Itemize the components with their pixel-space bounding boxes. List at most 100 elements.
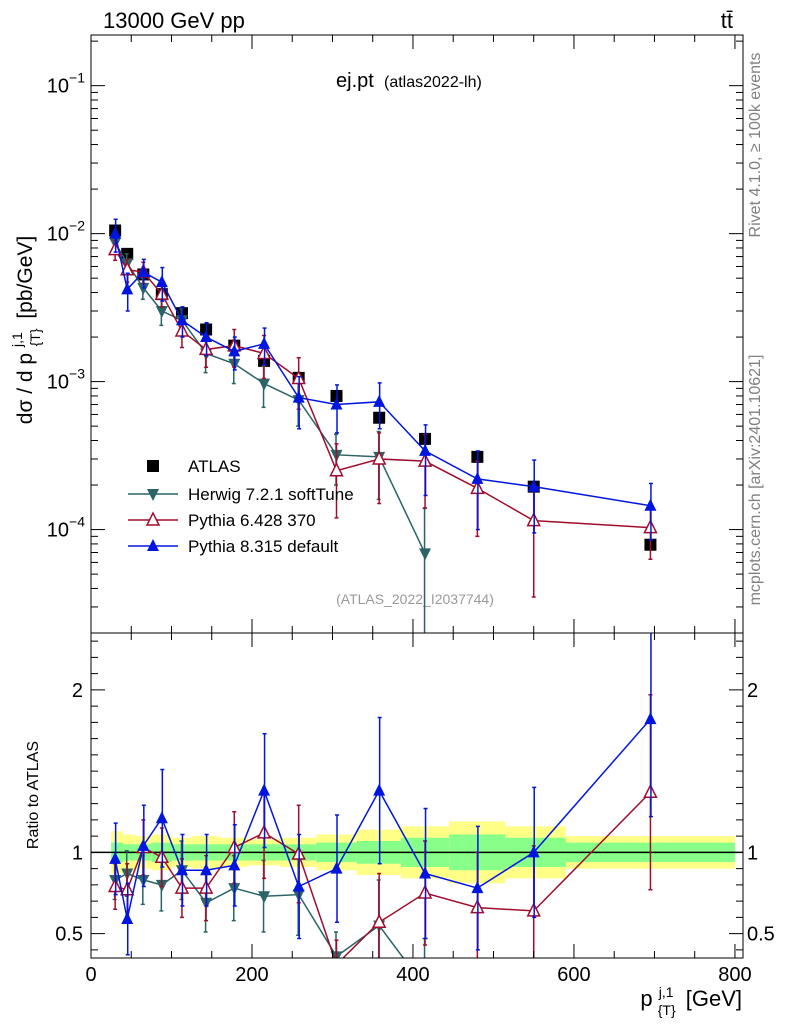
data-point <box>371 450 387 465</box>
y-axis-label-main: dσ / d p <box>14 353 37 424</box>
data-point <box>155 275 168 288</box>
legend-label: Pythia 6.428 370 <box>188 511 316 530</box>
y-tick-label: 10−3 <box>47 366 85 394</box>
ratio-point <box>292 879 305 892</box>
data-point <box>373 394 386 407</box>
data-point <box>258 378 271 391</box>
y-tick-label: 10−1 <box>47 70 85 98</box>
ratio-point <box>371 913 387 928</box>
ratio-point <box>175 863 188 876</box>
data-point <box>109 226 122 239</box>
data-point <box>644 498 657 511</box>
data-point <box>527 479 540 492</box>
y-axis-label-sup: j,1 <box>9 332 25 348</box>
ratio-y-tick-label: 0.5 <box>55 924 83 946</box>
ratio-point <box>258 783 271 796</box>
ratio-axes: 0.5 0.5 1 1 2 2 0 200 400 600 800 <box>55 632 775 986</box>
series-pythia-8-315-default <box>109 218 657 541</box>
ratio-y-tick-label-right: 2 <box>747 680 758 702</box>
data-point <box>175 313 188 326</box>
ratio-plot-panel: 0.5 0.5 1 1 2 2 0 200 400 600 800 Ratio to ATLAS p… <box>25 632 775 1020</box>
ratio-y-tick-label: 1 <box>72 842 83 864</box>
x-tick-label: 800 <box>718 964 751 986</box>
ratio-series-group <box>107 633 658 958</box>
ratio-point <box>109 851 122 864</box>
x-axis-label-main: p <box>640 986 652 1011</box>
legend-marker <box>145 511 161 526</box>
ratio-point <box>335 955 338 958</box>
ratio-point <box>228 858 241 871</box>
data-point <box>137 282 150 295</box>
y-axis-label: dσ / d p j,1 {T} [pb/GeV] <box>4 236 45 424</box>
y-tick-label-exp: −1 <box>69 70 85 86</box>
y-tick-label: 10−2 <box>47 218 85 246</box>
ratio-point <box>330 861 343 874</box>
collision-label: 13000 GeV pp <box>103 8 245 33</box>
plot-title: ej.pt <box>336 70 374 92</box>
rivet-version-label: Rivet 4.1.0, ≥ 100k events <box>747 53 764 238</box>
ratio-point <box>644 712 657 725</box>
y-tick-label-base: 10 <box>47 224 69 246</box>
ratio-point <box>121 912 134 924</box>
data-point <box>330 397 343 410</box>
analysis-watermark: (ATLAS_2022_I2037744) <box>336 591 494 607</box>
x-axis-label: p j,1 {T} [GeV] <box>640 977 742 1020</box>
y-tick-label-exp: −2 <box>69 218 85 234</box>
legend-marker <box>147 539 159 551</box>
data-point <box>292 390 305 403</box>
y-axis-label-unit: [pb/GeV] <box>14 236 37 319</box>
legend-entry: ATLAS <box>147 457 241 476</box>
legend: ATLAS Herwig 7.2.1 softTune Pythia 6.428 3… <box>128 457 354 556</box>
process-label: tt̄ <box>721 8 733 33</box>
x-axis-label-sup: j,1 <box>658 984 674 1000</box>
y-tick-label: 10−4 <box>47 514 85 542</box>
y-tick-label-exp: −3 <box>69 366 85 382</box>
plot-subtitle: (atlas2022-lh) <box>384 74 482 91</box>
y-tick-label-base: 10 <box>47 520 69 542</box>
data-point <box>137 265 150 278</box>
ratio-y-tick-label: 2 <box>72 680 83 702</box>
data-point <box>419 443 432 456</box>
x-tick-label: 200 <box>235 964 268 986</box>
ratio-frame <box>90 632 744 959</box>
svg-text:dσ / d p j,1 {: dσ / d p j,1 {T} [pb/GeV] <box>4 236 45 424</box>
legend-marker <box>147 460 159 472</box>
x-tick-label: 600 <box>557 964 590 986</box>
legend-entry: Pythia 8.315 default <box>128 537 339 556</box>
top-axes: 10−110−210−310−4 <box>47 34 744 634</box>
data-point <box>419 548 432 561</box>
ratio-point <box>155 811 168 824</box>
x-tick-label: 400 <box>396 964 429 986</box>
data-point <box>155 306 168 319</box>
data-point <box>471 471 484 484</box>
ratio-point <box>137 838 150 851</box>
main-plot-panel: ej.pt (atlas2022-lh) (ATLAS_2022_I203774… <box>4 34 744 634</box>
y-tick-label-base: 10 <box>47 372 69 394</box>
legend-label: ATLAS <box>188 457 241 476</box>
ratio-point <box>471 881 484 894</box>
data-point <box>258 336 271 349</box>
top-series-group <box>107 218 658 633</box>
x-tick-label: 0 <box>85 964 96 986</box>
ratio-y-tick-label-right: 1 <box>747 842 758 864</box>
ratio-point <box>527 845 540 858</box>
ratio-point <box>419 866 432 879</box>
y-tick-label-base: 10 <box>47 76 69 98</box>
legend-entry: Pythia 6.428 370 <box>128 511 316 530</box>
ratio-point <box>373 783 386 796</box>
y-axis-label-sub: {T} <box>27 328 43 346</box>
ratio-y-axis-label: Ratio to ATLAS <box>25 741 42 849</box>
legend-label: Pythia 8.315 default <box>188 537 339 556</box>
ratio-line <box>114 791 651 958</box>
legend-marker <box>147 489 159 501</box>
ratio-point <box>258 891 271 904</box>
legend-entry: Herwig 7.2.1 softTune <box>128 485 354 504</box>
ratio-series-pythia-8-315-default <box>109 633 657 956</box>
ratio-point <box>200 863 213 876</box>
ratio-y-tick-label-right: 0.5 <box>747 924 775 946</box>
ratio-uncertainty-bands <box>91 821 743 884</box>
x-axis-label-sub: {T} <box>658 1002 676 1018</box>
data-point <box>121 282 134 295</box>
mcplots-label: mcplots.cern.ch [arXiv:2401.10621] <box>747 355 764 606</box>
